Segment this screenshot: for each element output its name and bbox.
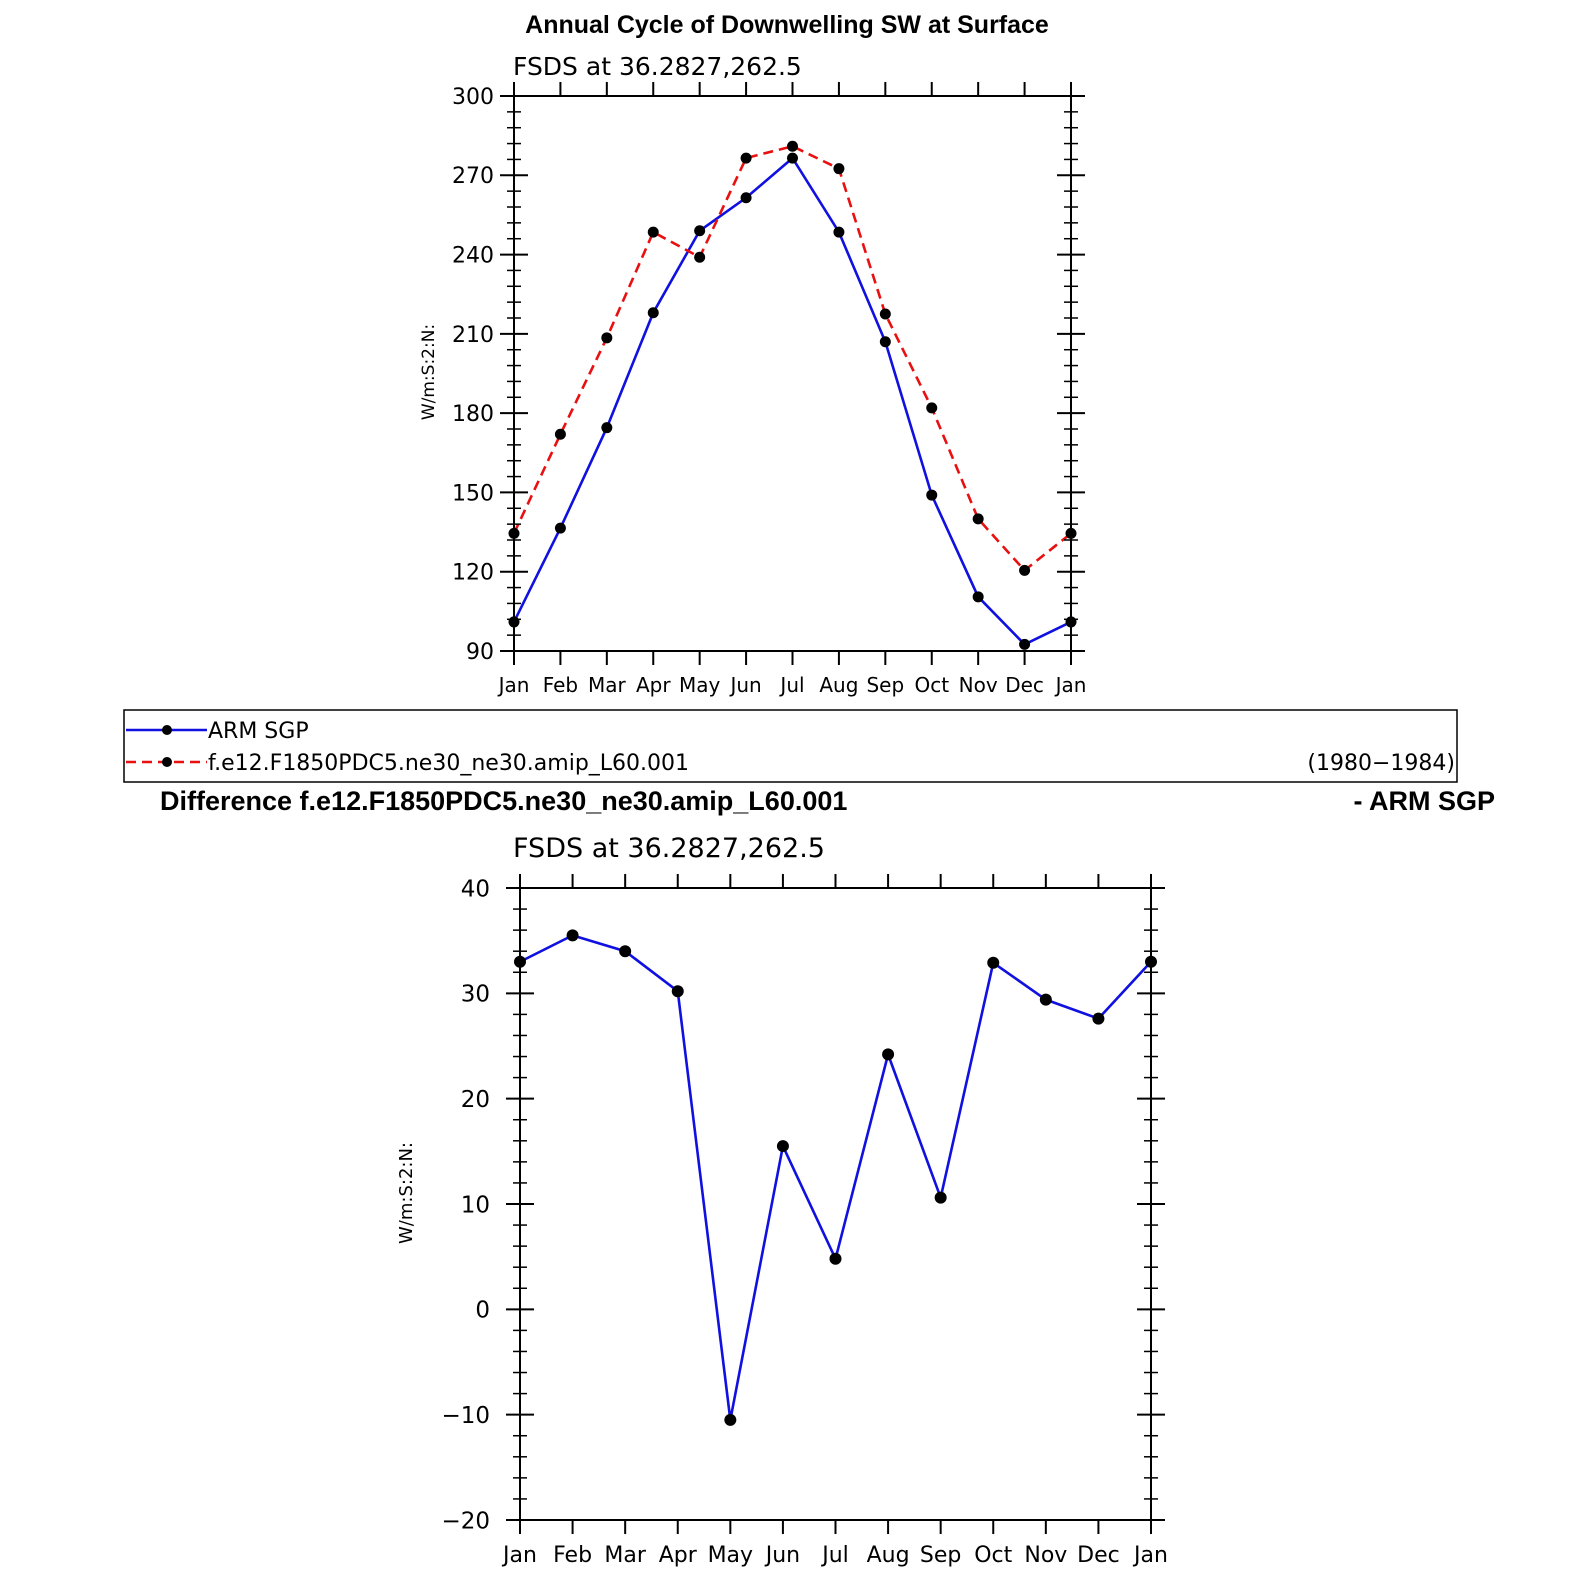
legend-box [123, 709, 1458, 783]
chart2-y-axis-label: W/m:S:2:N: [396, 1142, 417, 1244]
y-tick-label: 150 [452, 481, 494, 506]
data-point [926, 402, 938, 414]
y-tick-label: 180 [452, 402, 494, 427]
annual-cycle-chart: Annual Cycle of Downwelling SW at Surfac… [419, 11, 1086, 697]
x-tick-label-apr: Apr [636, 673, 671, 697]
y-tick-label: 270 [452, 164, 494, 189]
x-tick-label-jan: Jan [497, 673, 530, 697]
x-tick-label-jan: Jan [1132, 1543, 1168, 1568]
x-tick-label-nov: Nov [959, 673, 998, 697]
x-tick-label-may: May [679, 673, 721, 697]
x-tick-label-oct: Oct [914, 673, 949, 697]
x-tick-label-nov: Nov [1024, 1543, 1067, 1568]
data-point [554, 428, 566, 440]
x-tick-label-feb: Feb [543, 673, 578, 697]
data-point [926, 489, 938, 501]
data-point [554, 522, 566, 534]
series-line-1 [519, 934, 1152, 1421]
data-point [972, 513, 984, 525]
x-tick-label-jun: Jun [728, 673, 761, 697]
data-point [601, 332, 613, 344]
y-tick-label: 210 [452, 323, 494, 348]
legend: ARM SGP f.e12.F1850PDC5.ne30_ne30.amip_L6… [123, 709, 1458, 783]
legend-swatch-marker [162, 757, 172, 767]
data-point [647, 226, 659, 238]
chart1-title: Annual Cycle of Downwelling SW at Surfac… [525, 11, 1049, 39]
chart2-title-right: - ARM SGP [1354, 786, 1496, 816]
y-tick-label: 300 [452, 85, 494, 110]
chart2-title-left: Difference f.e12.F1850PDC5.ne30_ne30.ami… [160, 786, 847, 816]
data-point [882, 1048, 895, 1061]
data-point [776, 1140, 789, 1153]
data-point [787, 152, 798, 164]
x-tick-label-feb: Feb [553, 1543, 592, 1568]
data-point [740, 152, 752, 164]
data-point [647, 307, 659, 319]
data-point [833, 226, 845, 238]
data-point [694, 251, 706, 263]
legend-swatch-marker [162, 725, 172, 735]
chart1-y-axis-label: W/m:S:2:N: [419, 324, 439, 420]
y-tick-label: 240 [452, 243, 494, 268]
difference-chart: Difference f.e12.F1850PDC5.ne30_ne30.ami… [160, 786, 1495, 1568]
data-point [1039, 993, 1052, 1006]
x-tick-label-jul: Jul [820, 1543, 849, 1568]
data-point [671, 985, 684, 998]
x-tick-label-dec: Dec [1005, 673, 1044, 697]
y-tick-label: 0 [475, 1298, 490, 1324]
x-tick-label-dec: Dec [1077, 1543, 1120, 1568]
x-tick-label-mar: Mar [604, 1543, 646, 1568]
data-point [601, 422, 613, 434]
data-point [829, 1252, 842, 1265]
y-tick-label: 40 [461, 876, 490, 902]
legend-label: ARM SGP [208, 719, 309, 744]
x-tick-label-jan: Jan [501, 1543, 537, 1568]
chart1-subtitle: FSDS at 36.2827,262.5 [513, 52, 802, 81]
data-point [833, 163, 845, 175]
x-tick-label-jan: Jan [1054, 673, 1087, 697]
y-tick-label: 10 [461, 1192, 490, 1218]
data-point [1092, 1012, 1105, 1025]
legend-label: f.e12.F1850PDC5.ne30_ne30.amip_L60.001 [208, 751, 689, 776]
data-point [934, 1191, 947, 1204]
x-tick-label-sep: Sep [920, 1543, 961, 1568]
y-tick-label: 20 [461, 1087, 490, 1113]
data-point [787, 140, 798, 152]
data-point [724, 1413, 737, 1426]
series-line-2 [512, 144, 1072, 573]
y-tick-label: −20 [441, 1508, 490, 1534]
chart2-subtitle: FSDS at 36.2827,262.5 [513, 833, 825, 864]
data-point [987, 956, 1000, 969]
data-point [879, 336, 891, 348]
x-tick-label-jul: Jul [778, 673, 804, 697]
y-tick-label: 120 [452, 561, 494, 586]
data-point [619, 945, 632, 958]
legend-period: (1980−1984) [1307, 751, 1455, 776]
chart1-frame [513, 95, 1072, 652]
x-tick-label-apr: Apr [659, 1543, 698, 1568]
y-tick-label: 90 [466, 640, 494, 665]
y-tick-label: −10 [441, 1403, 490, 1429]
data-point [740, 192, 752, 204]
chart2-frame [519, 887, 1152, 1521]
data-point [972, 591, 984, 603]
x-tick-label-aug: Aug [819, 673, 858, 697]
series-line-1 [512, 156, 1072, 646]
x-tick-label-may: May [708, 1543, 753, 1568]
data-point [694, 225, 706, 237]
x-tick-label-mar: Mar [588, 673, 627, 697]
x-tick-label-aug: Aug [867, 1543, 910, 1568]
x-tick-label-sep: Sep [866, 673, 904, 697]
data-point [566, 929, 579, 942]
data-point [1019, 638, 1031, 650]
data-point [1019, 564, 1031, 576]
y-tick-label: 30 [461, 982, 490, 1008]
x-tick-label-oct: Oct [974, 1543, 1012, 1568]
data-point [879, 308, 891, 320]
x-tick-label-jun: Jun [764, 1543, 800, 1568]
